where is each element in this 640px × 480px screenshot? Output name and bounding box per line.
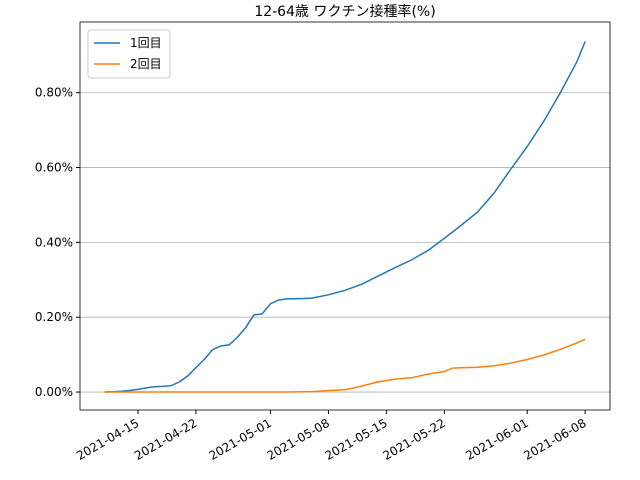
y-tick-label: 0.00%	[35, 385, 73, 399]
y-tick-label: 0.20%	[35, 310, 73, 324]
x-tick-label: 2021-04-22	[132, 416, 199, 463]
x-tick-label: 2021-04-15	[74, 416, 141, 463]
legend-label: 1回目	[130, 36, 162, 50]
series-line	[104, 338, 586, 393]
series-line	[104, 41, 586, 393]
x-tick-label: 2021-05-08	[265, 416, 332, 463]
x-tick-label: 2021-05-01	[207, 416, 274, 463]
x-tick-label: 2021-06-01	[463, 416, 530, 463]
legend-box	[87, 29, 171, 79]
legend-label: 2回目	[130, 57, 162, 71]
x-tick-label: 2021-05-22	[380, 416, 447, 463]
y-tick-label: 0.60%	[35, 161, 73, 175]
y-tick-label: 0.80%	[35, 86, 73, 100]
plot-frame	[79, 21, 611, 411]
y-tick-label: 0.40%	[35, 235, 73, 249]
x-tick-label: 2021-05-15	[323, 416, 390, 463]
x-tick-label: 2021-06-08	[521, 416, 588, 463]
chart-title: 12-64歳 ワクチン接種率(%)	[254, 3, 435, 20]
